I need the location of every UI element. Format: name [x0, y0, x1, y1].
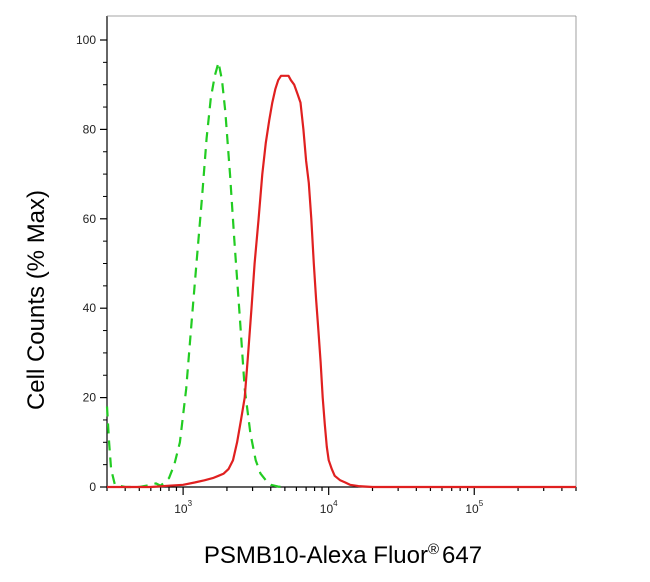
x-tick-base: 10: [174, 502, 188, 516]
x-tick-exponent: 4: [333, 499, 338, 508]
x-tick-exponent: 5: [479, 499, 484, 508]
y-axis-ticks: 0 20 40 60 80 100: [76, 33, 107, 494]
x-tick-label: 103: [174, 499, 192, 516]
x-tick-label: 104: [320, 499, 338, 516]
x-tick-label: 105: [465, 499, 483, 516]
series-layer: [105, 61, 576, 489]
plot-frame: [106, 15, 577, 488]
y-tick-label: 40: [83, 301, 97, 315]
x-axis-title-suffix: 647: [442, 542, 482, 569]
y-tick-label: 100: [76, 33, 96, 47]
x-tick-base: 10: [320, 502, 334, 516]
y-tick-label: 80: [83, 122, 97, 136]
x-axis-title-mark: ®: [428, 541, 439, 558]
psmb10-stained-line: [107, 74, 576, 489]
x-tick-exponent: 3: [188, 499, 193, 508]
y-tick-label: 0: [89, 480, 96, 494]
x-axis-ticks: 103 104 105: [106, 487, 577, 516]
y-tick-label: 60: [83, 212, 97, 226]
x-axis-title-main: PSMB10-Alexa Fluor: [204, 542, 428, 569]
x-tick-base: 10: [465, 502, 479, 516]
isotype-control-line: [105, 61, 285, 489]
y-axis-title: Cell Counts (% Max): [23, 190, 50, 410]
y-tick-label: 20: [83, 391, 97, 405]
x-axis-title: PSMB10-Alexa Fluor® 647: [204, 541, 482, 569]
